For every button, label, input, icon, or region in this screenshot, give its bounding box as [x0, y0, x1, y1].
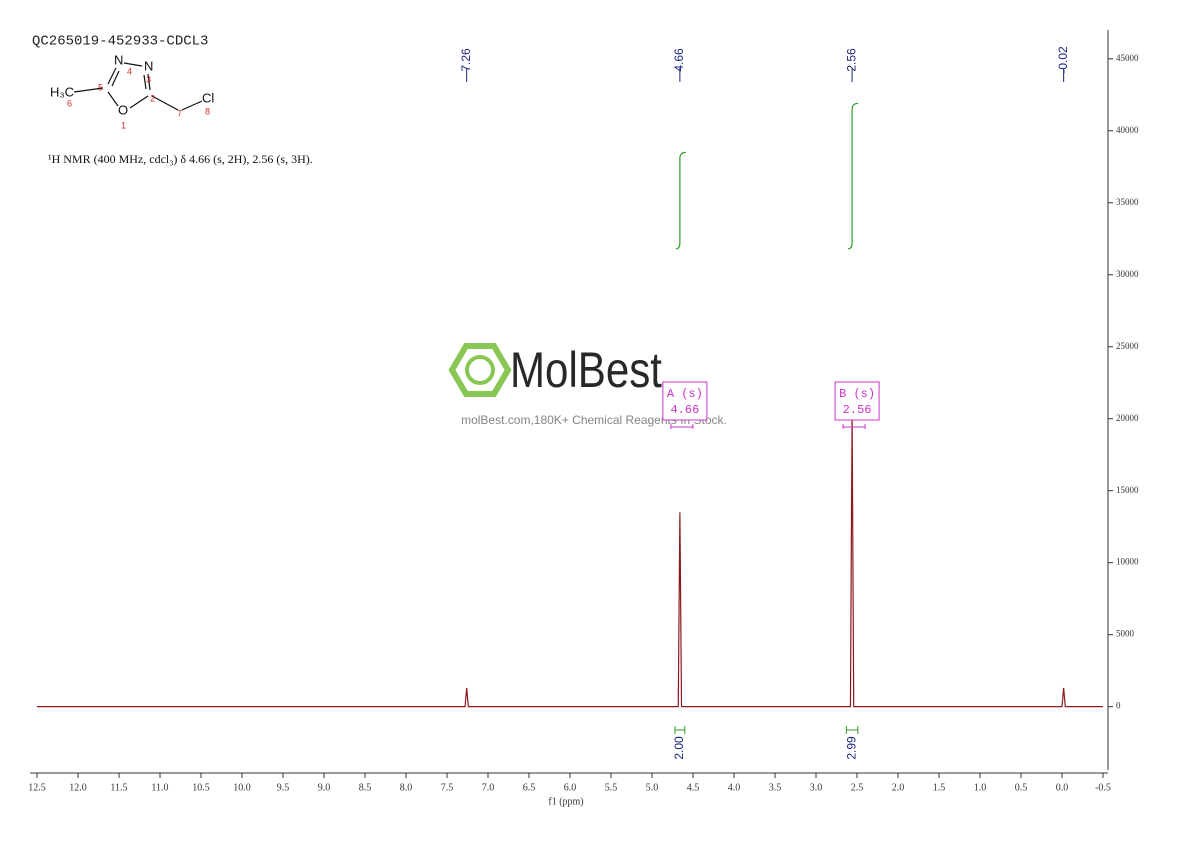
- x-tick-label: 1.5: [933, 782, 946, 793]
- bond: [73, 87, 104, 93]
- y-tick-label: 35000: [1116, 197, 1139, 207]
- integral-curve: [848, 102, 859, 250]
- x-tick-label: 0.0: [1056, 782, 1069, 793]
- atom-label: Cl: [202, 90, 214, 105]
- y-tick-label: 20000: [1116, 413, 1139, 423]
- x-tick-label: 3.5: [769, 782, 782, 793]
- atom-number: 1: [121, 120, 126, 130]
- x-tick-label: 0.5: [1015, 782, 1028, 793]
- x-tick-label: 4.0: [728, 782, 741, 793]
- x-tick-label: 5.0: [646, 782, 659, 793]
- integral-value: 2.00: [672, 736, 686, 760]
- multiplet-name: B (s): [839, 387, 875, 401]
- x-tick-label: 2.5: [851, 782, 864, 793]
- structure: [73, 62, 203, 111]
- bond: [107, 91, 119, 107]
- atom-label: O: [118, 102, 128, 117]
- chart-title: QC265019-452933-CDCL3: [32, 34, 208, 50]
- x-tick-label: 5.5: [605, 782, 618, 793]
- integral-value: 2.99: [844, 736, 858, 760]
- multiplet-shift: 2.56: [843, 403, 872, 417]
- x-tick-label: 7.0: [482, 782, 495, 793]
- x-tick-label: 11.5: [110, 782, 127, 793]
- multiplet-shift: 4.66: [670, 403, 699, 417]
- x-tick-label: 9.5: [277, 782, 290, 793]
- bond: [181, 100, 203, 111]
- x-tick-label: 3.0: [810, 782, 823, 793]
- peak-label: -0.02: [1056, 46, 1070, 74]
- x-tick-label: 6.5: [523, 782, 536, 793]
- peak-label: 7.26: [459, 48, 473, 72]
- bond: [151, 95, 179, 111]
- bond: [123, 62, 143, 67]
- y-tick-label: 45000: [1116, 53, 1139, 63]
- atom-number: 7: [177, 108, 182, 118]
- integral-range: [845, 726, 859, 734]
- atom-number: 2: [150, 93, 155, 103]
- integral-range: [674, 726, 686, 734]
- x-tick-label: 9.0: [318, 782, 331, 793]
- x-tick-label: 11.0: [151, 782, 168, 793]
- y-tick-label: 10000: [1116, 557, 1139, 567]
- y-tick-label: 15000: [1116, 485, 1139, 495]
- atom-label: N: [144, 58, 153, 73]
- y-tick-label: 0: [1116, 701, 1121, 711]
- multiplet-box: [834, 381, 880, 421]
- y-tick-label: 25000: [1116, 341, 1139, 351]
- atom-number: 3: [146, 74, 151, 84]
- bond: [129, 95, 149, 109]
- atom-number: 6: [67, 98, 72, 108]
- multiplet-name: A (s): [667, 387, 703, 401]
- atom-number: 8: [205, 106, 210, 116]
- y-tick-label: 5000: [1116, 629, 1135, 639]
- multiplet-range: [842, 424, 866, 429]
- bond: [107, 67, 117, 85]
- atom-label: H₃C: [50, 84, 74, 99]
- x-tick-label: 8.0: [400, 782, 413, 793]
- logo-hexagon: [448, 343, 512, 397]
- watermark-tagline: molBest.com,180K+ Chemical Reagents In S…: [461, 413, 727, 427]
- y-tick-label: 40000: [1116, 125, 1139, 135]
- bond: [143, 74, 147, 90]
- peak-label: 2.56: [844, 48, 858, 72]
- peak-label: 4.66: [672, 48, 686, 72]
- atom-label: N: [114, 52, 123, 67]
- x-tick-label: -0.5: [1095, 782, 1111, 793]
- x-tick-label: 10.5: [192, 782, 210, 793]
- bond: [147, 73, 151, 91]
- watermark-brand: MolBest: [510, 342, 662, 398]
- watermark: MolBest molBest.com,180K+ Chemical Reage…: [448, 342, 727, 427]
- plot: 0 5000 10000 15000 20000 25000 30000 35000 40000…: [28, 30, 1139, 793]
- x-tick-label: 10.0: [233, 782, 251, 793]
- spectrum-line: [37, 411, 1103, 708]
- bond: [111, 70, 120, 87]
- multiplet-range: [670, 424, 694, 429]
- multiplet-box: [662, 381, 708, 421]
- atom-number: 5: [98, 82, 103, 92]
- x-tick-label: 12.5: [28, 782, 46, 793]
- x-tick-label: 12.0: [69, 782, 87, 793]
- x-axis-label: f1 (ppm): [548, 796, 583, 807]
- x-tick-label: 6.0: [564, 782, 577, 793]
- integral-curve: [675, 151, 686, 250]
- atom-number: 4: [127, 66, 132, 76]
- x-tick-label: 8.5: [359, 782, 372, 793]
- chart-subtitle: ¹H NMR (400 MHz, cdcl₃) δ 4.66 (s, 2H), …: [48, 152, 313, 166]
- x-tick-label: 1.0: [974, 782, 987, 793]
- x-tick-label: 7.5: [441, 782, 454, 793]
- x-tick-label: 4.5: [687, 782, 700, 793]
- x-tick-label: 2.0: [892, 782, 905, 793]
- y-tick-label: 30000: [1116, 269, 1139, 279]
- logo-ring: [465, 355, 495, 385]
